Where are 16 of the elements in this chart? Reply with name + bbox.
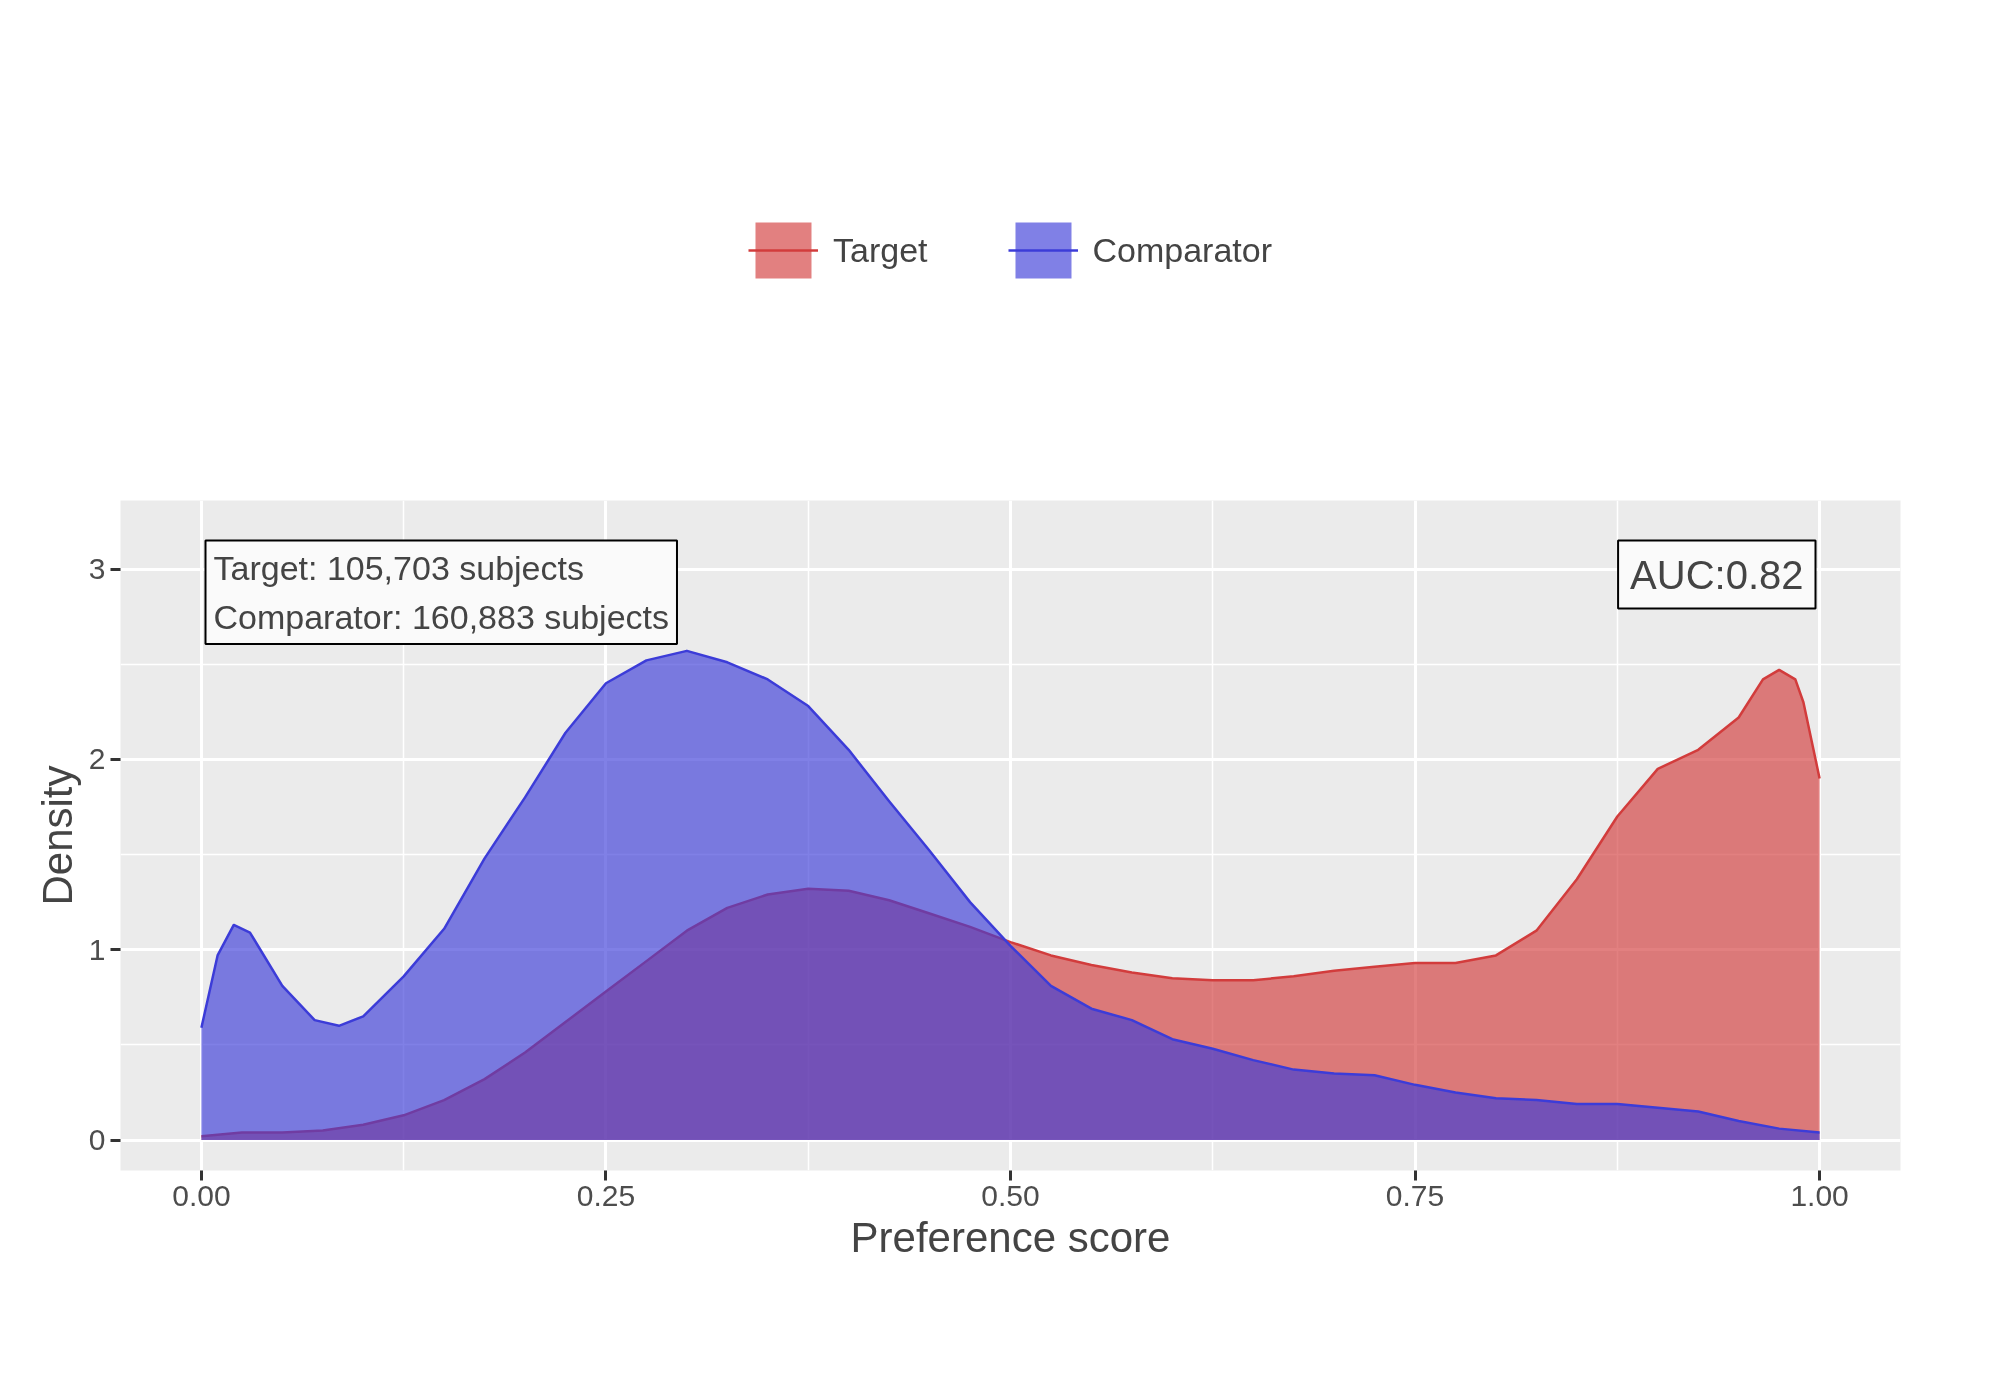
annotation: Comparator: 160,883 subjects: [213, 597, 669, 636]
y-axis-title: Density: [33, 765, 81, 906]
y-tick-label: 0: [88, 1123, 106, 1157]
y-tick-label: 2: [88, 742, 106, 776]
legend-label: Comparator: [1092, 230, 1273, 270]
x-tick-label: 0.25: [576, 1178, 636, 1212]
x-axis-title: Preference score: [850, 1213, 1171, 1261]
y-tick-label: 3: [88, 552, 106, 586]
x-tick-label: 1.00: [1790, 1178, 1849, 1212]
x-tick-label: 0.75: [1385, 1178, 1445, 1212]
annotation: Target: 105,703 subjects: [213, 548, 584, 587]
annotation: AUC:0.82: [1630, 552, 1804, 597]
legend-label: Target: [832, 230, 928, 270]
x-tick-label: 0.50: [981, 1178, 1040, 1212]
x-tick-label: 0.00: [172, 1178, 231, 1212]
y-tick-label: 1: [88, 932, 106, 966]
